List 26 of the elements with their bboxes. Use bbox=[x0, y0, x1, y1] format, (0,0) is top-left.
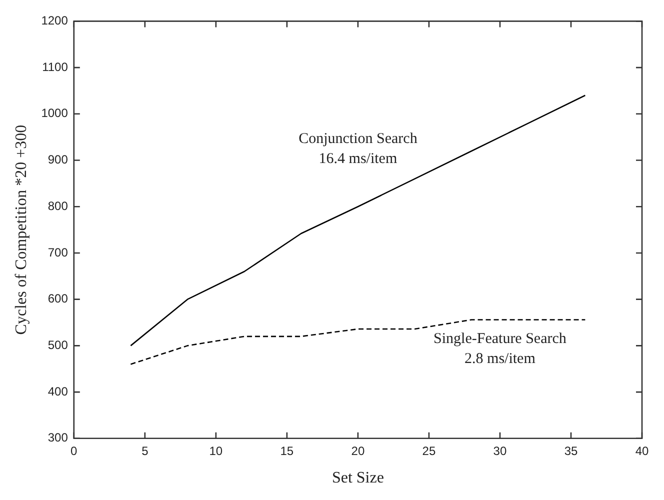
y-tick-label: 800 bbox=[48, 198, 68, 213]
x-tick-label: 30 bbox=[493, 444, 507, 458]
x-tick-label: 20 bbox=[351, 444, 365, 458]
x-tick-label: 40 bbox=[635, 444, 649, 458]
y-axis-title: Cycles of Competition *20 +300 bbox=[12, 124, 30, 335]
y-tick-label: 900 bbox=[48, 152, 68, 167]
x-tick-label: 35 bbox=[564, 444, 578, 458]
y-tick-label: 700 bbox=[48, 245, 68, 260]
x-tick-label: 0 bbox=[70, 444, 78, 458]
y-tick-label: 1200 bbox=[41, 14, 68, 28]
annotation: 16.4 ms/item bbox=[318, 150, 398, 167]
x-tick-label: 15 bbox=[280, 444, 294, 458]
series-label: Conjunction Search bbox=[298, 130, 418, 147]
y-tick-label: 400 bbox=[48, 384, 68, 398]
y-tick-label: 1100 bbox=[42, 60, 68, 74]
y-tick-label: 600 bbox=[48, 292, 68, 306]
y-tick-label: 500 bbox=[48, 338, 68, 352]
series-label: Single-Feature Search bbox=[434, 331, 567, 348]
x-tick-label: 10 bbox=[209, 444, 223, 458]
y-tick-label: 1000 bbox=[41, 106, 68, 120]
y-tick-label: 300 bbox=[48, 430, 68, 445]
annotation: 2.8 ms/item bbox=[464, 351, 536, 368]
x-axis-title: Set Size bbox=[332, 470, 384, 487]
x-tick-label: 25 bbox=[422, 444, 436, 458]
x-tick-label: 5 bbox=[142, 444, 149, 458]
line-series bbox=[130, 319, 586, 365]
